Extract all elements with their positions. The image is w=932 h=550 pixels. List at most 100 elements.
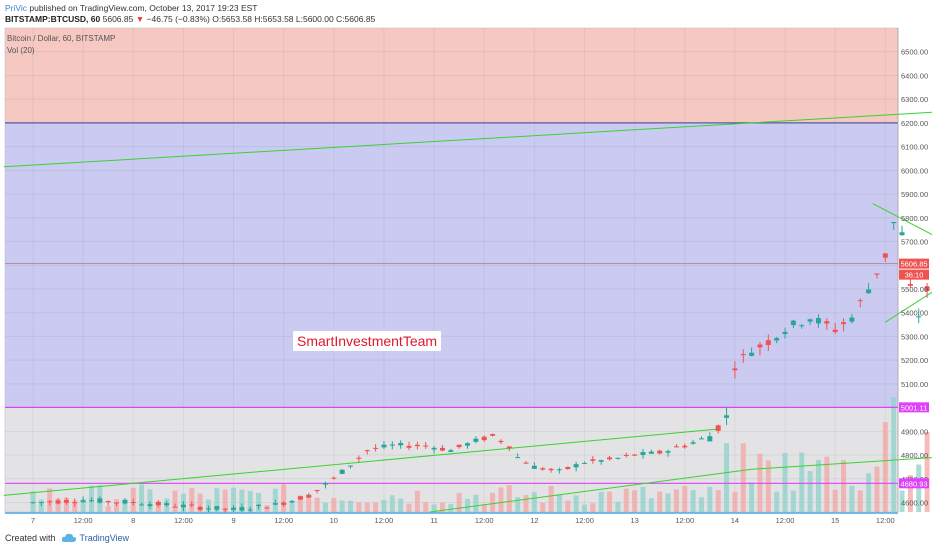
price-label-bg bbox=[899, 258, 929, 269]
price-label-0: 5606.85 bbox=[899, 258, 929, 269]
candle-body bbox=[381, 444, 387, 448]
volume-bar bbox=[749, 482, 755, 512]
volume-bar bbox=[381, 499, 387, 512]
candle-body bbox=[815, 318, 821, 324]
candle bbox=[581, 461, 587, 465]
candle-body bbox=[874, 273, 880, 275]
candle-body bbox=[72, 502, 78, 504]
price-tick-label: 6000.00 bbox=[901, 166, 928, 175]
candle bbox=[540, 466, 546, 471]
price-label-text: 36:10 bbox=[905, 271, 924, 280]
candle bbox=[63, 497, 69, 505]
candle-body bbox=[214, 506, 220, 510]
candle-body bbox=[490, 434, 496, 436]
volume-bar bbox=[774, 491, 780, 512]
volume-bar bbox=[732, 491, 738, 512]
candle bbox=[80, 496, 86, 503]
candle-body bbox=[757, 344, 763, 348]
candle bbox=[322, 481, 328, 489]
candle-body bbox=[38, 502, 44, 504]
candle-body bbox=[841, 322, 847, 325]
volume-bar bbox=[281, 484, 287, 512]
candle bbox=[815, 314, 821, 328]
candle bbox=[439, 445, 445, 452]
volume-bar bbox=[690, 490, 696, 512]
time-tick-label: 11 bbox=[430, 516, 438, 525]
candle-body bbox=[565, 466, 571, 469]
volume-bar bbox=[456, 493, 462, 512]
candle-body bbox=[740, 354, 746, 356]
tradingview-logo[interactable]: TradingView bbox=[61, 533, 129, 543]
time-tick-label: 12 bbox=[530, 516, 538, 525]
volume-bar bbox=[297, 495, 303, 512]
candle-body bbox=[665, 451, 671, 453]
volume-bar bbox=[289, 503, 295, 512]
volume-bar bbox=[657, 491, 663, 512]
candle bbox=[682, 443, 688, 449]
volume-bar bbox=[406, 503, 412, 512]
volume-bar bbox=[832, 489, 838, 512]
candle-body bbox=[88, 500, 94, 502]
candle bbox=[205, 505, 211, 513]
candle bbox=[774, 336, 780, 344]
candle-body bbox=[640, 452, 646, 455]
candle-body bbox=[548, 468, 554, 471]
candle-body bbox=[707, 436, 713, 442]
volume-bar bbox=[682, 486, 688, 512]
volume-bar bbox=[765, 460, 771, 512]
candle-body bbox=[122, 500, 128, 504]
candle bbox=[924, 282, 930, 298]
candle-body bbox=[406, 445, 412, 448]
candle-body bbox=[523, 462, 529, 464]
candle bbox=[623, 452, 629, 458]
author-link[interactable]: PriVic bbox=[5, 3, 28, 13]
candle bbox=[105, 500, 111, 506]
time-axis[interactable]: 7 12:00 8 12:00 9 12:00 10 12:00 11 12:00 12 12:00 1… bbox=[5, 512, 898, 525]
candle-body bbox=[531, 465, 537, 469]
candle-body bbox=[339, 469, 345, 474]
volume-bar bbox=[841, 460, 847, 512]
candle bbox=[398, 440, 404, 449]
price-label-bg bbox=[899, 269, 929, 280]
candle-body bbox=[97, 498, 103, 503]
volume-bar bbox=[632, 490, 638, 512]
candle bbox=[824, 318, 830, 330]
volume-bar bbox=[607, 491, 613, 512]
trend-line-lower-channel bbox=[3, 428, 719, 496]
price-chart[interactable]: 4600.004700.004800.004900.005000.005100.… bbox=[0, 0, 932, 528]
candle bbox=[130, 498, 136, 506]
candle bbox=[155, 500, 161, 508]
legend-volume: Vol (20) bbox=[7, 46, 35, 55]
candle bbox=[648, 449, 654, 455]
volume-bar bbox=[256, 492, 262, 512]
candle bbox=[164, 501, 170, 508]
candles bbox=[30, 221, 930, 514]
volume-bar bbox=[398, 498, 404, 512]
volume-bar bbox=[590, 503, 596, 512]
candle-body bbox=[882, 253, 888, 258]
volume-bar bbox=[540, 502, 546, 512]
candle-body bbox=[891, 222, 897, 224]
candle bbox=[899, 225, 905, 236]
candle bbox=[356, 455, 362, 462]
volume-bar bbox=[431, 504, 437, 512]
candle-body bbox=[281, 502, 287, 505]
time-tick-label: 10 bbox=[330, 516, 338, 525]
trend-line-rising-base-2 bbox=[751, 457, 932, 470]
candle-body bbox=[765, 340, 771, 345]
candle-body bbox=[907, 284, 913, 286]
volume-bar bbox=[698, 497, 704, 512]
candle-body bbox=[857, 300, 863, 302]
candle-body bbox=[356, 457, 362, 459]
candle-body bbox=[799, 325, 805, 327]
candle bbox=[715, 424, 721, 434]
volume-bar bbox=[874, 466, 880, 512]
candle bbox=[615, 457, 621, 460]
candle-body bbox=[389, 444, 395, 446]
price-tick-label: 6200.00 bbox=[901, 119, 928, 128]
volume-bar bbox=[105, 505, 111, 512]
candle bbox=[373, 444, 379, 452]
candle bbox=[423, 441, 429, 449]
volume-bar bbox=[465, 498, 471, 512]
volume-bar bbox=[573, 495, 579, 512]
